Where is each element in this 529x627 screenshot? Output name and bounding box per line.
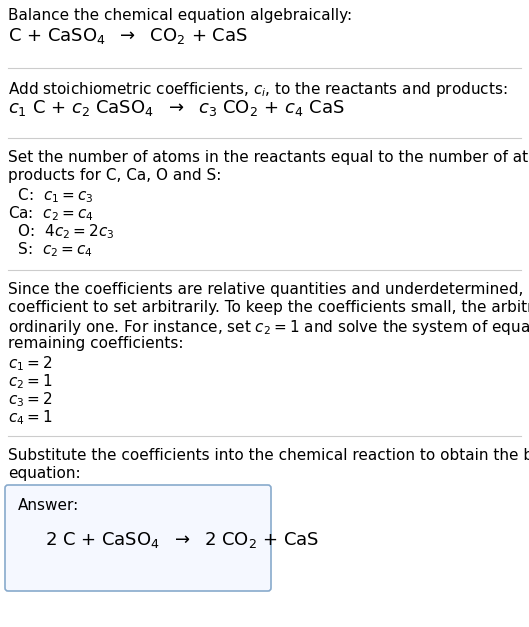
Text: Ca:  $c_2 = c_4$: Ca: $c_2 = c_4$ xyxy=(8,204,94,223)
Text: S:  $c_2 = c_4$: S: $c_2 = c_4$ xyxy=(8,240,93,259)
Text: ordinarily one. For instance, set $c_2 = 1$ and solve the system of equations fo: ordinarily one. For instance, set $c_2 =… xyxy=(8,318,529,337)
Text: remaining coefficients:: remaining coefficients: xyxy=(8,336,184,351)
Text: $c_2 = 1$: $c_2 = 1$ xyxy=(8,372,52,391)
Text: products for C, Ca, O and S:: products for C, Ca, O and S: xyxy=(8,168,221,183)
Text: equation:: equation: xyxy=(8,466,80,481)
Text: C + CaSO$_4$  $\rightarrow$  CO$_2$ + CaS: C + CaSO$_4$ $\rightarrow$ CO$_2$ + CaS xyxy=(8,26,248,46)
Text: Since the coefficients are relative quantities and underdetermined, choose a: Since the coefficients are relative quan… xyxy=(8,282,529,297)
Text: Substitute the coefficients into the chemical reaction to obtain the balanced: Substitute the coefficients into the che… xyxy=(8,448,529,463)
Text: C:  $c_1 = c_3$: C: $c_1 = c_3$ xyxy=(8,186,94,204)
Text: Balance the chemical equation algebraically:: Balance the chemical equation algebraica… xyxy=(8,8,352,23)
Text: $c_3 = 2$: $c_3 = 2$ xyxy=(8,390,52,409)
Text: $c_1 = 2$: $c_1 = 2$ xyxy=(8,354,52,372)
Text: $c_1$ C + $c_2$ CaSO$_4$  $\rightarrow$  $c_3$ CO$_2$ + $c_4$ CaS: $c_1$ C + $c_2$ CaSO$_4$ $\rightarrow$ $… xyxy=(8,98,344,118)
Text: O:  $4 c_2 = 2 c_3$: O: $4 c_2 = 2 c_3$ xyxy=(8,222,115,241)
Text: Answer:: Answer: xyxy=(18,498,79,513)
Text: Set the number of atoms in the reactants equal to the number of atoms in the: Set the number of atoms in the reactants… xyxy=(8,150,529,165)
FancyBboxPatch shape xyxy=(5,485,271,591)
Text: Add stoichiometric coefficients, $c_i$, to the reactants and products:: Add stoichiometric coefficients, $c_i$, … xyxy=(8,80,508,99)
Text: $c_4 = 1$: $c_4 = 1$ xyxy=(8,408,52,427)
Text: coefficient to set arbitrarily. To keep the coefficients small, the arbitrary va: coefficient to set arbitrarily. To keep … xyxy=(8,300,529,315)
Text: 2 C + CaSO$_4$  $\rightarrow$  2 CO$_2$ + CaS: 2 C + CaSO$_4$ $\rightarrow$ 2 CO$_2$ + … xyxy=(45,530,319,550)
